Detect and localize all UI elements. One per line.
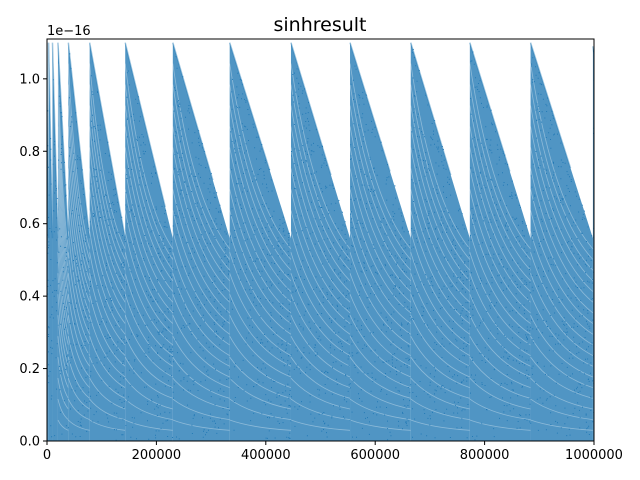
- segment-envelope: [350, 42, 411, 441]
- binade-segment: [67, 42, 91, 441]
- y-axis-multiplier: 1e−16: [47, 24, 91, 39]
- segment-points: [52, 79, 59, 437]
- segment-points: [89, 75, 126, 441]
- segment-envelope: [172, 42, 230, 441]
- segment-points: [68, 53, 91, 438]
- segment-envelope: [89, 42, 126, 441]
- segment-points: [230, 72, 292, 439]
- segment-fringe: [88, 42, 126, 239]
- segment-fringe: [67, 42, 91, 239]
- segment-envelope: [469, 42, 531, 441]
- x-tick-label: 0: [43, 448, 51, 463]
- segment-envelope: [290, 42, 351, 441]
- segment-points: [291, 68, 351, 438]
- segment-fringe: [51, 42, 59, 239]
- segment-envelope: [52, 42, 58, 441]
- segment-bands: [349, 63, 412, 431]
- segment-points: [172, 56, 230, 440]
- binade-segment: [469, 42, 532, 441]
- x-tick-label: 1000000: [565, 448, 623, 463]
- segment-bands: [229, 63, 292, 431]
- binade-segment: [290, 42, 351, 441]
- binade-segment: [51, 42, 59, 441]
- segment-envelope: [68, 42, 90, 441]
- segment-bands: [469, 63, 531, 431]
- segment-envelope: [48, 42, 53, 441]
- x-tick-label: 400000: [241, 448, 291, 463]
- segment-fringe: [124, 42, 166, 208]
- binade-segment: [172, 42, 231, 441]
- segment-fringe: [349, 42, 391, 172]
- segment-fringe: [172, 42, 214, 181]
- x-tick-label: 800000: [460, 448, 510, 463]
- segment-fringe: [57, 42, 70, 239]
- segment-fringe: [529, 42, 572, 169]
- segment-envelope: [410, 42, 470, 441]
- segment-points: [350, 65, 412, 441]
- segment-bands: [124, 63, 174, 431]
- binade-segment: [88, 42, 126, 441]
- segment-points: [530, 57, 594, 437]
- data-layer: [47, 42, 594, 441]
- binade-segment: [529, 42, 594, 441]
- binade-segment: [228, 42, 292, 441]
- segment-fringe: [228, 42, 271, 171]
- segment-fringe: [47, 42, 54, 239]
- segment-bands: [290, 63, 351, 431]
- segment-points: [125, 70, 174, 440]
- segment-bands: [57, 63, 69, 431]
- segment-points: [411, 49, 471, 439]
- y-tick-label: 0.0: [19, 435, 40, 450]
- y-tick-label: 0.8: [19, 145, 40, 160]
- y-tick-label: 0.6: [19, 217, 40, 232]
- segment-points: [48, 138, 53, 438]
- segment-envelope: [229, 42, 291, 441]
- x-tick-label: 600000: [350, 448, 400, 463]
- plot-frame: [46, 38, 595, 442]
- y-tick-label: 0.2: [19, 362, 40, 377]
- x-axis: 0 200000 400000 600000 800000 1000000: [43, 441, 623, 463]
- segment-points: [470, 51, 532, 441]
- segment-fringe: [290, 42, 332, 176]
- segment-bands: [172, 63, 231, 431]
- segment-points: [58, 95, 69, 435]
- segment-envelope: [125, 42, 173, 441]
- segment-bands: [410, 63, 471, 431]
- y-tick-label: 0.4: [19, 290, 40, 305]
- segment-fringe: [469, 42, 511, 172]
- segment-fringe: [410, 42, 452, 176]
- x-tick-label: 200000: [132, 448, 182, 463]
- y-tick-label: 1.0: [19, 72, 40, 87]
- segment-envelope: [530, 42, 593, 441]
- binade-segment: [349, 42, 412, 441]
- binade-segment: [47, 42, 54, 441]
- segment-bands: [89, 63, 126, 431]
- y-axis: 0.0 0.2 0.4 0.6 0.8 1.0: [19, 72, 47, 450]
- binade-segment: [124, 42, 174, 441]
- binade-segment: [410, 42, 471, 441]
- binade-segment: [57, 42, 70, 441]
- segment-envelope: [57, 42, 69, 441]
- chart-title: sinhresult: [273, 14, 366, 36]
